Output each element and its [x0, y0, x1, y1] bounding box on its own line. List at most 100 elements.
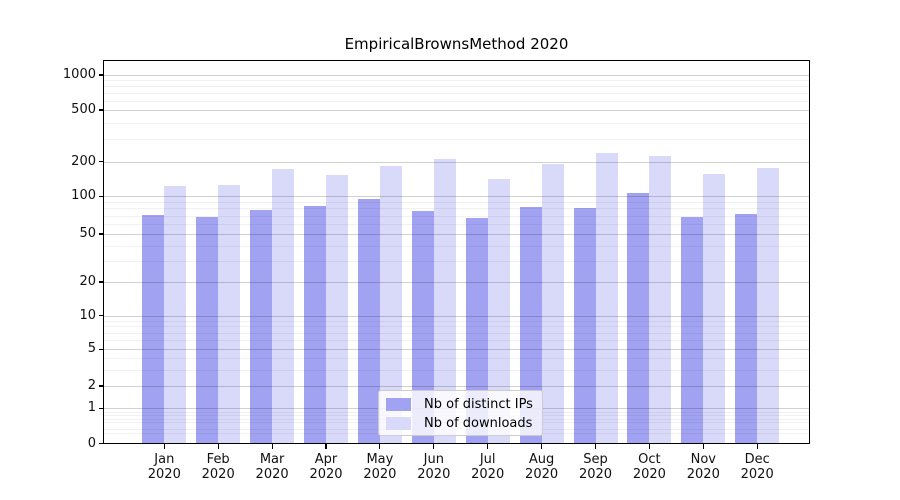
bar-distinct-ips-dec — [735, 214, 758, 444]
gridline-minor-40 — [103, 245, 810, 247]
gridline-minor-400 — [103, 122, 810, 124]
x-tick-label-sep: Sep 2020 — [564, 452, 628, 483]
gridline-minor-8 — [103, 326, 810, 328]
bar-distinct-ips-mar — [250, 209, 273, 444]
x-tick-label-jun: Jun 2020 — [402, 452, 466, 483]
y-tick-mark-5 — [98, 348, 103, 350]
legend-label-downloads: Nb of downloads — [424, 416, 533, 431]
gridline-minor-800 — [103, 86, 810, 88]
legend-item-distinct-ips: Nb of distinct IPs — [386, 396, 534, 414]
x-tick-label-year-feb: 2020 — [201, 467, 235, 482]
x-tick-mark-jul — [487, 444, 489, 449]
x-tick-mark-mar — [271, 444, 273, 449]
bar-distinct-ips-oct — [627, 192, 650, 444]
gridline-major-500 — [103, 110, 810, 111]
x-tick-label-jan: Jan 2020 — [132, 452, 196, 483]
gridline-major-5 — [103, 349, 810, 351]
y-tick-mark-1 — [98, 407, 103, 409]
gridline-minor-90 — [103, 202, 810, 204]
x-tick-label-year-aug: 2020 — [525, 467, 559, 482]
bar-distinct-ips-jun — [411, 210, 434, 444]
gridline-minor-7 — [103, 332, 810, 334]
bar-downloads-jul — [487, 179, 510, 444]
bar-distinct-ips-jan — [142, 214, 165, 444]
y-tick-label-20: 20 — [79, 274, 96, 289]
x-tick-label-year-mar: 2020 — [255, 467, 289, 482]
x-tick-label-mar: Mar 2020 — [240, 452, 304, 483]
x-tick-label-year-sep: 2020 — [578, 467, 613, 482]
bar-downloads-aug — [541, 163, 564, 444]
y-tick-mark-100 — [98, 195, 103, 197]
x-tick-label-nov: Nov 2020 — [671, 452, 735, 483]
gridline-minor-4 — [103, 358, 810, 360]
gridline-minor-700 — [103, 93, 810, 94]
bar-distinct-ips-jul — [465, 218, 488, 444]
x-tick-mark-jan — [163, 444, 165, 449]
x-tick-mark-dec — [756, 444, 758, 449]
x-tick-label-month-dec: Dec — [744, 451, 770, 467]
y-tick-label-100: 100 — [71, 188, 96, 204]
bar-distinct-ips-nov — [681, 217, 704, 444]
y-tick-label-10: 10 — [79, 307, 96, 323]
chart-title: EmpiricalBrownsMethod 2020 — [344, 35, 569, 53]
bar-distinct-ips-feb — [196, 217, 219, 444]
plot-area: Nb of distinct IPs Nb of downloads — [103, 59, 810, 444]
bar-downloads-mar — [272, 169, 295, 444]
y-tick-label-500: 500 — [71, 102, 96, 117]
legend: Nb of distinct IPs Nb of downloads — [378, 389, 543, 436]
x-tick-label-month-oct: Oct — [638, 451, 661, 467]
y-tick-mark-500 — [98, 109, 103, 111]
y-tick-mark-50 — [98, 233, 103, 235]
x-tick-mark-sep — [594, 444, 597, 449]
gridline-minor-30 — [103, 260, 810, 262]
x-tick-label-year-apr: 2020 — [309, 467, 343, 482]
bar-downloads-may — [379, 165, 402, 444]
x-tick-label-year-may: 2020 — [363, 467, 397, 482]
x-tick-mark-aug — [541, 444, 543, 449]
y-tick-mark-10 — [98, 314, 103, 317]
gridline-minor-60 — [103, 224, 810, 226]
x-tick-label-apr: Apr 2020 — [294, 452, 358, 483]
x-tick-label-month-jun: Jun — [423, 451, 444, 467]
bar-distinct-ips-aug — [519, 207, 542, 444]
x-tick-label-year-jun: 2020 — [417, 467, 451, 482]
bar-distinct-ips-sep — [573, 207, 596, 444]
y-tick-label-200: 200 — [71, 153, 96, 169]
gridline-minor-9 — [103, 320, 810, 322]
x-tick-label-oct: Oct 2020 — [617, 452, 681, 483]
y-tick-label-2: 2 — [87, 378, 96, 393]
x-tick-label-feb: Feb 2020 — [186, 452, 250, 483]
bar-downloads-nov — [703, 173, 726, 444]
y-tick-mark-0 — [98, 442, 103, 445]
gridline-minor-600 — [103, 100, 810, 102]
gridline-minor-3 — [103, 369, 810, 371]
bar-downloads-feb — [218, 185, 241, 444]
y-tick-mark-20 — [98, 281, 103, 283]
x-tick-label-month-mar: Mar — [259, 451, 285, 467]
bar-distinct-ips-apr — [304, 205, 326, 444]
y-tick-label-0: 0 — [87, 435, 96, 451]
x-tick-label-month-nov: Nov — [690, 451, 716, 467]
gridline-major-50 — [103, 234, 810, 235]
gridline-minor-6 — [103, 340, 810, 342]
x-tick-label-month-jan: Jan — [154, 451, 175, 467]
x-tick-label-month-may: May — [366, 451, 394, 467]
x-tick-label-month-apr: Apr — [314, 451, 338, 467]
legend-swatch-downloads — [386, 417, 411, 430]
x-tick-label-jul: Jul 2020 — [456, 452, 520, 483]
y-tick-mark-1000 — [98, 74, 103, 76]
bar-downloads-jan — [164, 185, 187, 444]
legend-label-distinct-ips: Nb of distinct IPs — [424, 397, 533, 412]
x-tick-label-year-nov: 2020 — [686, 467, 720, 482]
bar-downloads-oct — [649, 156, 672, 444]
bar-downloads-sep — [595, 152, 618, 444]
legend-swatch-distinct-ips — [386, 398, 411, 411]
x-tick-label-year-oct: 2020 — [632, 467, 666, 482]
bar-downloads-apr — [326, 174, 348, 444]
x-tick-mark-may — [379, 444, 381, 449]
y-tick-label-1000: 1000 — [62, 67, 96, 82]
y-tick-mark-200 — [98, 161, 103, 163]
gridline-minor-80 — [103, 208, 810, 210]
gridline-major-1000 — [103, 75, 810, 76]
